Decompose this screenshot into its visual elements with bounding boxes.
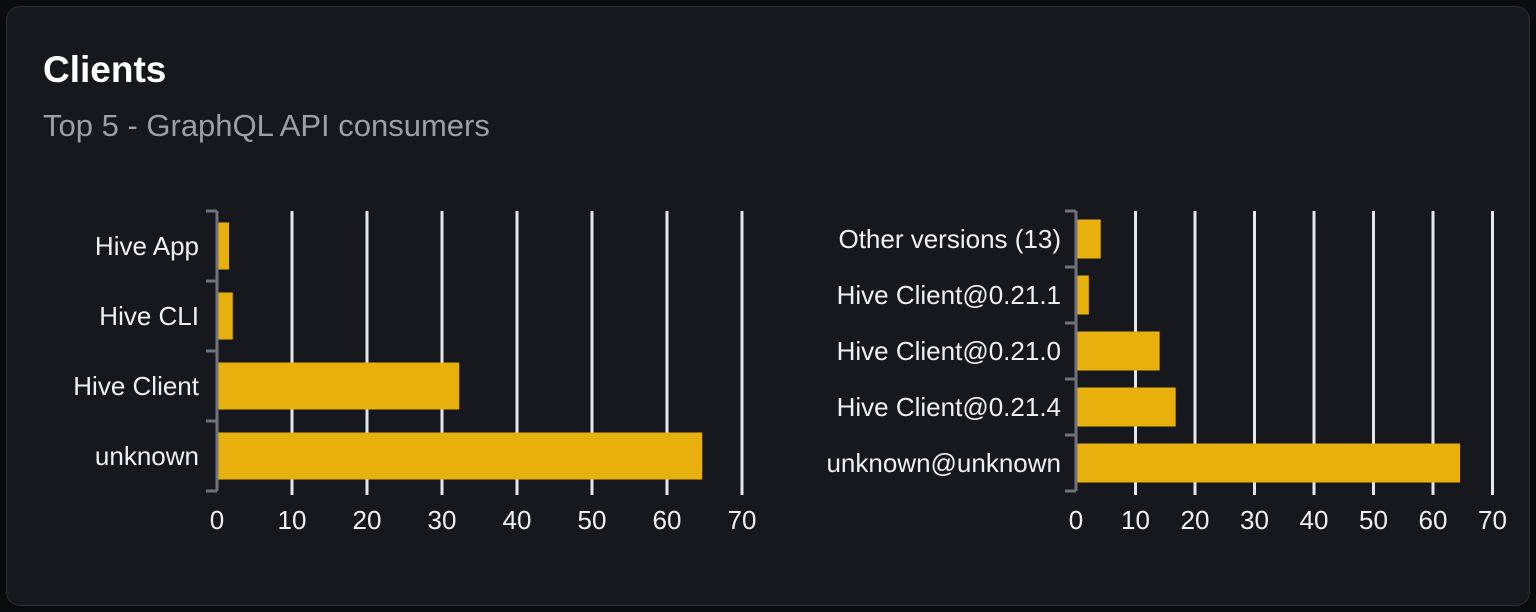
category-label: Hive App (95, 231, 199, 261)
x-tick-label: 70 (728, 505, 757, 535)
x-tick-label: 70 (1478, 505, 1507, 535)
category-label: Hive Client@0.21.4 (837, 392, 1061, 422)
category-label: Other versions (13) (838, 224, 1061, 254)
x-tick-label: 60 (1419, 505, 1448, 535)
bar-unknown-unknown[interactable] (1077, 443, 1461, 483)
category-label: Hive Client@0.21.1 (837, 280, 1061, 310)
x-tick-label: 40 (503, 505, 532, 535)
x-tick-label: 50 (578, 505, 607, 535)
x-tick-label: 10 (278, 505, 307, 535)
x-tick-label: 20 (1181, 505, 1210, 535)
bar-hive-client[interactable] (218, 362, 460, 410)
x-tick-label: 30 (1240, 505, 1269, 535)
x-tick-label: 50 (1359, 505, 1388, 535)
card-subtitle: Top 5 - GraphQL API consumers (43, 108, 490, 143)
x-tick-label: 20 (353, 505, 382, 535)
category-label: unknown (95, 441, 199, 471)
category-label: Hive CLI (99, 301, 199, 331)
bar-hive-client-0-21-4[interactable] (1077, 387, 1176, 427)
x-tick-label: 40 (1300, 505, 1329, 535)
category-label: Hive Client (73, 371, 199, 401)
x-tick-label: 0 (1069, 505, 1083, 535)
x-tick-label: 0 (210, 505, 224, 535)
bar-hive-cli[interactable] (218, 292, 233, 340)
category-label: unknown@unknown (826, 448, 1061, 478)
bar-hive-app[interactable] (218, 222, 230, 270)
bar-hive-client-0-21-1[interactable] (1077, 275, 1089, 315)
clients-bar-chart: 0 10 20 30 40 50 60 70 Hive App Hive CLI Hive Clie… (73, 209, 757, 535)
x-tick-label: 30 (428, 505, 457, 535)
x-tick-label: 60 (653, 505, 682, 535)
category-label: Hive Client@0.21.0 (837, 336, 1061, 366)
client-versions-bar-chart: 0 10 20 30 40 50 60 70 Other versions (13) Hive C… (826, 209, 1507, 535)
bar-unknown[interactable] (218, 432, 703, 480)
clients-card: Clients Top 5 - GraphQL API consumers 0 1… (6, 6, 1530, 606)
card-title: Clients (43, 49, 167, 90)
bar-other-versions-13[interactable] (1077, 219, 1101, 259)
x-tick-label: 10 (1121, 505, 1150, 535)
bar-hive-client-0-21-0[interactable] (1077, 331, 1160, 371)
